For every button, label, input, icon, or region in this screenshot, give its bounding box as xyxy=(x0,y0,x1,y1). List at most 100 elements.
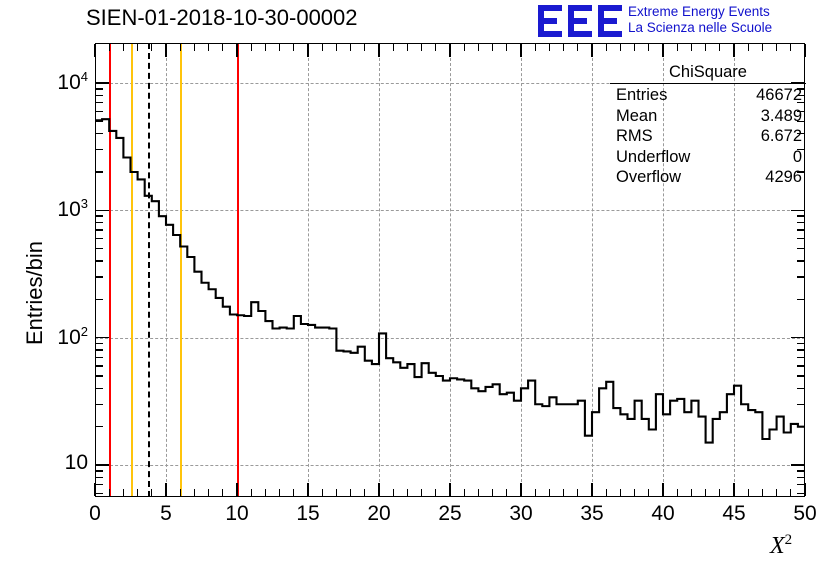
x-tick-bottom-47 xyxy=(761,489,764,496)
x-tick-bottom-41 xyxy=(676,489,678,496)
eee-logo-text: Extreme Energy Events La Scienza nelle S… xyxy=(628,4,772,36)
y-tick-right-7000 xyxy=(797,102,804,104)
x-tick-top-3 xyxy=(136,44,139,51)
eee-logo-mark xyxy=(536,3,624,39)
x-axis-title-exponent: 2 xyxy=(784,532,793,548)
y-tick-right-9000 xyxy=(797,88,804,90)
y-tick-right-4000 xyxy=(797,132,804,135)
y-tick-label-1000: 103 xyxy=(57,196,88,222)
x-tick-label-10: 10 xyxy=(225,502,249,525)
x-tick-label-20: 20 xyxy=(367,502,391,525)
stats-label-rms: RMS xyxy=(616,127,653,145)
y-tick-right-80 xyxy=(797,349,804,351)
x-tick-bottom-23 xyxy=(420,489,423,496)
x-tick-top-14 xyxy=(293,44,295,51)
y-tick-left-9 xyxy=(96,470,103,472)
stats-box: ChiSquare Entries 46672 Mean 3.489 RMS 6.672 U… xyxy=(610,63,806,188)
x-tick-bottom-18 xyxy=(349,489,352,496)
x-tick-bottom-40 xyxy=(662,483,664,496)
y-tick-left-20 xyxy=(96,425,103,428)
x-gridline-20 xyxy=(379,43,380,497)
x-tick-top-7 xyxy=(193,44,196,51)
x-tick-bottom-32 xyxy=(548,489,551,496)
y-tick-right-90 xyxy=(797,342,804,345)
y-tick-left-7 xyxy=(96,484,103,486)
x-tick-top-45 xyxy=(733,44,735,57)
x-gridline-30 xyxy=(521,43,522,497)
histogram-step-path xyxy=(95,118,805,476)
stats-row-entries: Entries 46672 xyxy=(610,85,806,106)
y-tick-left-10000 xyxy=(96,82,109,84)
stats-row-mean: Mean 3.489 xyxy=(610,106,806,127)
x-tick-bottom-35 xyxy=(591,483,593,496)
x-axis-title: X2 xyxy=(770,532,792,560)
stats-row-rms: RMS 6.672 xyxy=(610,126,806,147)
x-tick-top-47 xyxy=(761,44,764,51)
marker-line-cut-low-red[interactable] xyxy=(109,43,112,497)
y-tick-left-70 xyxy=(96,356,103,359)
x-tick-bottom-15 xyxy=(307,483,309,496)
y-tick-left-30 xyxy=(96,403,103,405)
x-tick-top-11 xyxy=(250,44,252,51)
x-tick-top-2 xyxy=(122,44,125,51)
x-tick-bottom-44 xyxy=(719,489,721,496)
marker-line-cut-hi-orange[interactable] xyxy=(180,43,183,497)
x-tick-bottom-30 xyxy=(520,483,522,496)
y-tick-left-80 xyxy=(96,349,103,351)
y-tick-right-30 xyxy=(797,403,804,405)
x-tick-bottom-4 xyxy=(151,489,153,496)
y-tick-left-9000 xyxy=(96,88,103,90)
y-tick-left-7000 xyxy=(96,102,103,104)
x-tick-top-29 xyxy=(506,44,508,51)
x-tick-bottom-31 xyxy=(534,489,536,496)
x-tick-bottom-48 xyxy=(775,489,778,496)
marker-line-cut-hi-red[interactable] xyxy=(237,43,239,497)
x-tick-bottom-25 xyxy=(449,483,451,496)
stats-value-underflow: 0 xyxy=(792,147,802,166)
x-tick-bottom-3 xyxy=(136,489,139,496)
x-tick-top-6 xyxy=(179,44,181,51)
y-tick-left-10 xyxy=(96,464,109,466)
y-tick-left-700 xyxy=(96,229,103,231)
y-tick-left-2000 xyxy=(96,171,103,173)
y-tick-left-600 xyxy=(96,237,103,240)
y-tick-right-5000 xyxy=(797,120,804,123)
y-tick-left-500 xyxy=(96,247,103,250)
y-tick-label-10: 10 xyxy=(64,450,88,474)
x-tick-top-9 xyxy=(222,44,224,51)
x-tick-top-37 xyxy=(619,44,622,51)
x-tick-top-35 xyxy=(591,44,593,57)
y-tick-right-9 xyxy=(797,470,804,472)
x-tick-bottom-33 xyxy=(562,489,565,496)
y-tick-label-10000: 104 xyxy=(57,69,88,94)
x-tick-bottom-21 xyxy=(392,489,394,496)
stats-row-overflow: Overflow 4296 xyxy=(610,167,806,188)
stats-value-rms: 6.672 xyxy=(760,127,802,145)
x-tick-label-45: 45 xyxy=(722,502,746,525)
y-tick-left-1000 xyxy=(96,209,109,212)
x-tick-top-38 xyxy=(633,44,636,51)
x-tick-bottom-10 xyxy=(236,483,238,496)
x-tick-bottom-0 xyxy=(94,483,96,496)
y-tick-left-200 xyxy=(96,298,103,301)
y-tick-right-7 xyxy=(797,484,804,486)
x-tick-bottom-36 xyxy=(605,489,607,496)
y-tick-right-900 xyxy=(797,215,804,217)
plot-area[interactable] xyxy=(95,43,805,497)
stats-value-entries: 46672 xyxy=(756,86,802,104)
y-tick-left-6 xyxy=(96,492,103,494)
x-tick-top-46 xyxy=(747,44,749,51)
marker-line-cut-low-orange[interactable] xyxy=(130,43,133,497)
x-tick-bottom-28 xyxy=(491,489,494,496)
x-tick-bottom-46 xyxy=(747,489,749,496)
x-gridline-35 xyxy=(592,43,593,497)
marker-line-mean-dashed[interactable] xyxy=(147,43,150,497)
y-tick-label-100: 102 xyxy=(57,323,88,349)
x-tick-bottom-17 xyxy=(335,489,338,496)
x-tick-top-22 xyxy=(406,44,409,51)
plot-frame xyxy=(95,43,805,497)
stats-box-rows: Entries 46672 Mean 3.489 RMS 6.672 Underflow 0 O… xyxy=(610,85,806,188)
y-tick-right-6 xyxy=(797,492,804,494)
x-tick-top-8 xyxy=(207,44,210,51)
x-tick-bottom-34 xyxy=(577,489,579,496)
